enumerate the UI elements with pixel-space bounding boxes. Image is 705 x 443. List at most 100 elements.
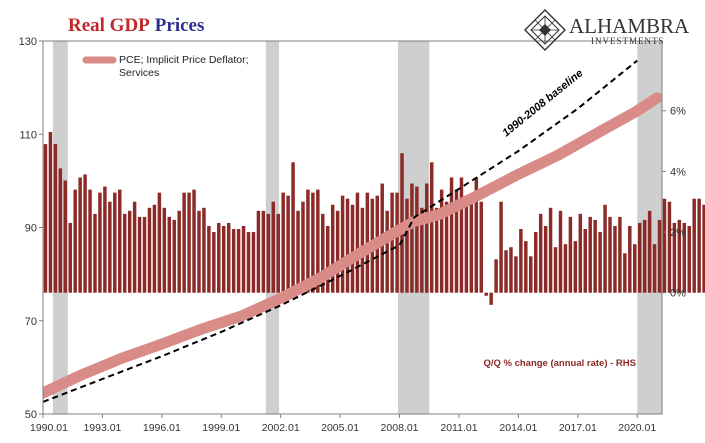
diamond-lattice-icon: [524, 9, 566, 51]
qoq-bar: [306, 189, 310, 293]
qoq-bar: [88, 189, 92, 293]
qoq-bar: [484, 292, 488, 296]
qoq-bar: [256, 210, 261, 293]
qoq-bar: [637, 222, 642, 293]
qoq-bar: [83, 174, 87, 293]
qoq-bar: [514, 256, 518, 293]
qoq-bar: [108, 201, 112, 293]
qoq-bar: [345, 198, 350, 293]
pce-line-layer: [43, 92, 662, 399]
left-tick-label: 130: [19, 36, 37, 48]
qoq-bar: [533, 232, 538, 293]
qoq-bar: [68, 222, 72, 293]
qoq-bar: [241, 225, 246, 293]
qoq-bar: [162, 207, 167, 293]
qoq-bar: [429, 162, 434, 293]
qoq-bar: [702, 204, 705, 293]
qoq-bar: [355, 192, 360, 293]
qoq-bar: [687, 225, 691, 293]
bars-annotation: Q/Q % change (annual rate) - RHS: [483, 358, 636, 369]
logo: ALHAMBRA INVESTMENTS: [524, 9, 690, 51]
qoq-bar: [425, 183, 429, 293]
qoq-bar: [504, 250, 508, 293]
qoq-bar: [231, 229, 236, 293]
qoq-bars: [43, 131, 705, 305]
qoq-bar: [340, 195, 345, 293]
title-part1: Real GDP: [68, 15, 150, 36]
qoq-bar: [261, 210, 266, 293]
qoq-bar: [464, 201, 469, 293]
x-tick-label: 2008.01: [381, 422, 419, 434]
qoq-bar: [548, 207, 553, 293]
qoq-bar: [494, 259, 498, 293]
qoq-bar: [301, 201, 305, 293]
qoq-bar: [642, 219, 647, 293]
left-tick-label: 90: [25, 223, 37, 235]
x-tick-label: 1990.01: [30, 422, 68, 434]
left-tick-label: 110: [19, 129, 37, 141]
qoq-bar: [420, 207, 424, 293]
qoq-bar: [311, 192, 315, 293]
qoq-bar: [588, 216, 592, 293]
qoq-bar: [628, 225, 632, 293]
qoq-bar: [43, 144, 48, 293]
qoq-bar: [316, 189, 320, 293]
qoq-bar: [326, 225, 330, 293]
qoq-bar: [672, 222, 677, 293]
qoq-bar: [118, 189, 122, 293]
qoq-bar: [132, 201, 137, 293]
x-tick-label: 2005.01: [321, 422, 359, 434]
qoq-bar: [538, 213, 543, 293]
qoq-bar: [226, 222, 231, 293]
qoq-bar: [618, 216, 622, 293]
qoq-bar: [682, 222, 687, 293]
qoq-bar: [558, 210, 563, 293]
logo-subtitle: INVESTMENTS: [591, 36, 665, 46]
x-tick-label: 2017.01: [559, 422, 597, 434]
qoq-bar: [603, 204, 607, 293]
qoq-bar: [395, 192, 399, 293]
qoq-bar: [147, 207, 152, 293]
qoq-bar: [444, 201, 449, 293]
qoq-bar: [623, 253, 627, 293]
qoq-bar: [479, 201, 483, 293]
qoq-bar: [113, 192, 117, 293]
qoq-bar: [667, 201, 672, 293]
qoq-bar: [469, 198, 474, 293]
qoq-bar: [335, 210, 340, 293]
qoq-bar: [58, 168, 63, 293]
qoq-bar: [212, 232, 216, 293]
qoq-bar: [276, 213, 280, 293]
qoq-bar: [499, 201, 503, 293]
qoq-bar: [519, 229, 523, 293]
qoq-bar: [192, 189, 196, 293]
qoq-bar: [73, 189, 77, 293]
qoq-bar: [122, 213, 127, 293]
qoq-bar: [103, 186, 107, 293]
qoq-bar: [529, 256, 533, 293]
legend: PCE; Implicit Price Deflator; Services: [82, 54, 249, 79]
qoq-bar: [662, 198, 667, 293]
x-tick-label: 2002.01: [262, 422, 300, 434]
left-axis: 50 70 90 110 130: [19, 36, 43, 421]
qoq-bar: [271, 201, 276, 293]
qoq-bar: [127, 210, 132, 293]
qoq-bar: [53, 144, 58, 293]
qoq-bar: [578, 213, 583, 293]
qoq-bar: [598, 232, 602, 293]
right-tick-label: 4%: [670, 166, 686, 178]
qoq-bar: [187, 192, 191, 293]
qoq-bar: [236, 229, 241, 293]
left-tick-label: 70: [25, 316, 37, 328]
qoq-bar: [266, 213, 271, 293]
qoq-bar: [217, 222, 221, 293]
qoq-bar: [48, 131, 53, 293]
legend-label-line2: Services: [119, 67, 159, 79]
x-tick-label: 1993.01: [83, 422, 121, 434]
qoq-bar: [563, 244, 568, 293]
qoq-bar: [459, 177, 464, 293]
qoq-bar: [405, 198, 409, 293]
qoq-bar: [692, 198, 696, 293]
